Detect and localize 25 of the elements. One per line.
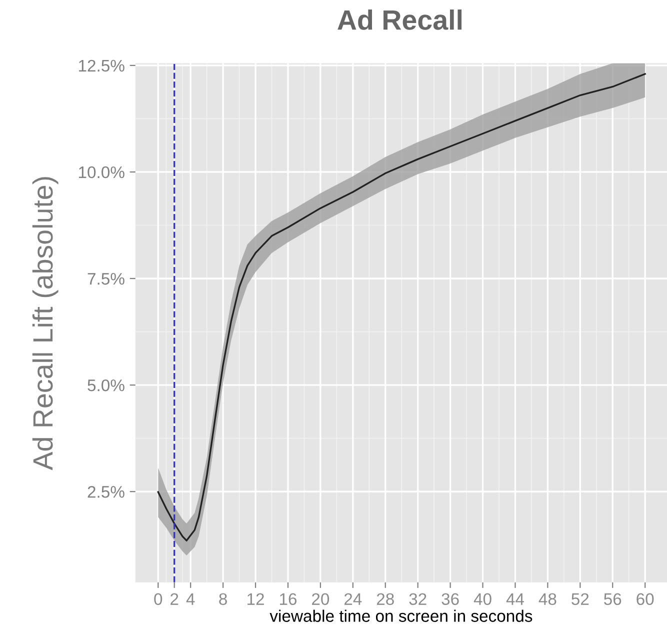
- chart-title: Ad Recall: [338, 9, 462, 30]
- y-tick-label: 10.0%: [79, 166, 124, 178]
- x-tick-label: 52: [572, 593, 589, 606]
- x-tick-label: 12: [248, 593, 264, 605]
- x-tick-label: 40: [474, 593, 492, 606]
- y-axis-title: Ad Recall Lift (absolute): [32, 177, 58, 470]
- x-tick-label: 36: [442, 593, 459, 606]
- x-axis-title: viewable time on screen in seconds: [270, 610, 532, 622]
- x-tick-label: 48: [538, 593, 556, 606]
- x-tick-label: 32: [409, 593, 426, 606]
- x-tick-label: 0: [154, 593, 162, 606]
- y-tick-label: 12.5%: [79, 60, 124, 72]
- x-tick-label: 20: [312, 593, 330, 606]
- y-tick-label: 7.5%: [88, 272, 124, 285]
- y-tick-label: 2.5%: [88, 486, 124, 498]
- x-tick-label: 16: [280, 593, 297, 606]
- x-tick-label: 2: [170, 593, 178, 605]
- x-tick-label: 24: [344, 593, 362, 605]
- x-tick-label: 44: [506, 593, 524, 605]
- x-tick-label: 4: [186, 593, 195, 605]
- x-tick-label: 60: [636, 593, 654, 606]
- x-tick-label: 56: [604, 593, 622, 606]
- y-tick-label: 5.0%: [88, 379, 124, 392]
- x-tick-label: 28: [376, 593, 394, 606]
- x-tick-label: 8: [219, 593, 227, 606]
